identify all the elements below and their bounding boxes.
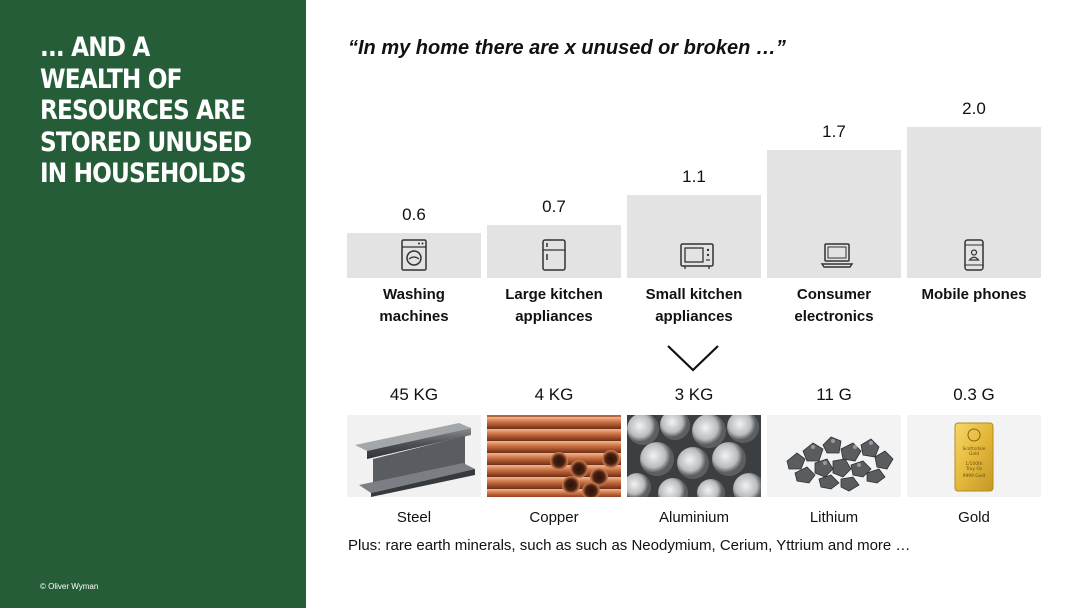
sidebar-panel: ... AND A WEALTH OF RESOURCES ARE STORED… [0, 0, 306, 608]
material-name: Lithium [809, 509, 859, 526]
material-name: Gold [958, 509, 990, 526]
bar-value-label: 0.6 [402, 204, 426, 224]
aluminium-rods-image [627, 415, 761, 497]
material-amount: 0.3 G [953, 385, 995, 404]
category-label: Large kitchen appliances [505, 286, 603, 325]
bar [767, 149, 901, 278]
category-label: Small kitchen appliances [645, 286, 743, 325]
lithium-nuggets-image [767, 415, 901, 497]
bar-value-label: 1.7 [822, 121, 846, 141]
material-amount: 3 KG [674, 385, 714, 404]
bar-value-label: 2.0 [962, 99, 986, 118]
slide-title: ... AND A WEALTH OF RESOURCES ARE STORED… [40, 32, 252, 189]
steel-beam-image [347, 415, 481, 497]
mobile-phone-icon [959, 238, 989, 272]
gold-bar-image: Scottsdale Gold 1/100th Troy Oz 9999 Gold [907, 415, 1041, 497]
bar [627, 194, 761, 278]
laptop-icon [819, 238, 854, 272]
material-amount: 4 KG [534, 385, 574, 404]
washing-machine-icon [399, 238, 429, 272]
material-amount: 11 G [816, 385, 852, 404]
fridge-icon [539, 238, 569, 272]
gold-bar-text: Scottsdale Gold 1/100th Troy Oz 9999 Gold [962, 446, 985, 479]
microwave-icon [679, 238, 714, 272]
category-label: Consumer electronics [794, 286, 874, 325]
bar [907, 127, 1041, 278]
footnote: Plus: rare earth minerals, such as such … [348, 537, 911, 554]
material-name: Steel [396, 509, 432, 526]
material-amount: 45 KG [389, 385, 439, 404]
copyright-notice: © Oliver Wyman [40, 582, 99, 591]
copper-pipes-image [487, 415, 621, 497]
material-name: Copper [529, 509, 579, 526]
bar-value-label: 0.7 [542, 197, 566, 217]
survey-quote: “In my home there are x unused or broken… [348, 37, 786, 59]
chevron-down-icon [667, 345, 719, 372]
category-label: Mobile phones [921, 286, 1027, 303]
material-name: Aluminium [658, 509, 730, 526]
category-label: Washing machines [379, 286, 449, 325]
bar [487, 225, 621, 278]
bar-value-label: 1.1 [682, 166, 706, 186]
